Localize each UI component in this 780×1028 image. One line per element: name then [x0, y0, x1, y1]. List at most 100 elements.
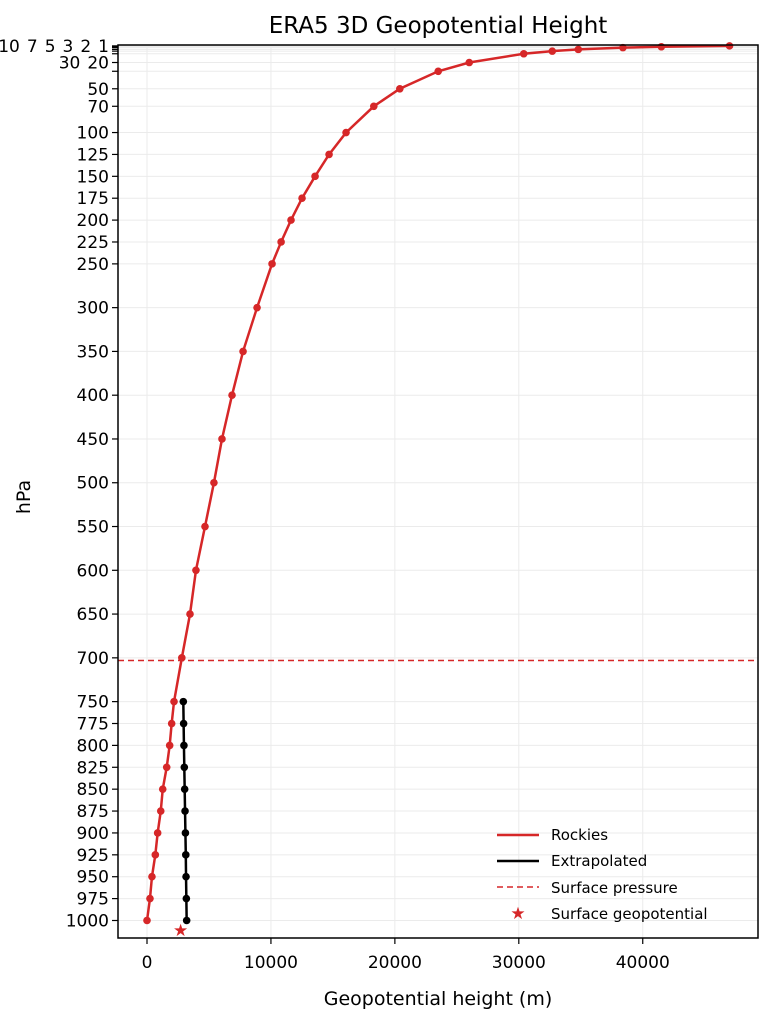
legend-label-extrapolated: Extrapolated: [551, 852, 647, 870]
data-point: [725, 42, 734, 50]
y-tick-label: 1000: [66, 911, 109, 931]
y-tick-label: 925: [77, 846, 109, 866]
data-point: [228, 391, 236, 399]
y-tick-label: 350: [77, 342, 109, 362]
data-point: [574, 45, 583, 54]
data-point: [253, 303, 261, 312]
y-tick-label: 850: [77, 780, 109, 800]
data-point: [342, 128, 350, 137]
data-point: [178, 654, 186, 662]
data-point: [170, 697, 178, 706]
grid: [118, 45, 758, 938]
y-tick-label: 150: [77, 167, 109, 187]
data-point: [180, 785, 189, 793]
y-tick-label: 900: [77, 824, 109, 844]
data-point: [519, 49, 528, 58]
y-tick-label: 175: [77, 189, 109, 209]
y-tick-label: 70: [87, 97, 109, 117]
y-tick-label: 450: [77, 430, 109, 450]
y-tick-label: 950: [77, 868, 109, 888]
data-point: [192, 566, 200, 575]
data-point: [210, 478, 218, 487]
y-axis-label: hPa: [13, 480, 35, 514]
y-tick-label: 2: [80, 37, 91, 57]
plot-area: ★: [118, 42, 758, 941]
data-point: [181, 807, 189, 815]
x-axis-label: Geopotential height (m): [324, 988, 553, 1010]
data-point: [151, 851, 160, 859]
y-tick-label: 825: [77, 758, 109, 778]
data-point: [146, 894, 154, 903]
y-tick-label: 800: [77, 736, 109, 756]
data-point: [158, 785, 167, 793]
data-point: [182, 894, 191, 903]
data-point: [182, 872, 190, 881]
y-tick-label: 225: [77, 233, 109, 253]
data-point: [434, 67, 443, 76]
data-point: [370, 102, 378, 111]
data-point: [180, 741, 188, 750]
y-tick-label: 10: [0, 37, 20, 57]
y-tick-label: 7: [27, 37, 38, 57]
data-point: [311, 172, 319, 181]
data-point: [179, 719, 188, 728]
legend-label-rockies: Rockies: [551, 826, 608, 844]
y-tick-label: 250: [77, 255, 109, 275]
y-tick-label: 550: [77, 518, 109, 538]
data-point: [148, 872, 156, 881]
x-axis-ticks: 0 10000 20000 30000 40000: [142, 938, 670, 973]
data-point: [287, 216, 295, 224]
y-tick-label: 1: [98, 37, 109, 57]
y-tick-label: 5: [45, 37, 56, 57]
data-point: [218, 435, 226, 443]
y-tick-label: 400: [77, 386, 109, 406]
x-tick-label: 20000: [368, 953, 422, 973]
legend: Rockies Extrapolated Surface pressure ★ …: [497, 826, 708, 924]
y-tick-label: 750: [77, 693, 109, 713]
y-tick-label: 500: [77, 474, 109, 494]
data-point: [465, 58, 474, 67]
y-tick-label: 975: [77, 890, 109, 910]
surface-geopotential-star: ★: [173, 921, 188, 941]
x-tick-label: 40000: [616, 953, 670, 973]
x-tick-label: 0: [142, 953, 153, 973]
data-point: [143, 916, 151, 925]
y-tick-label: 3: [63, 37, 74, 57]
y-tick-label: 700: [77, 649, 109, 669]
data-point: [182, 916, 191, 925]
data-point: [180, 763, 189, 772]
data-point: [201, 522, 209, 531]
data-point: [277, 238, 285, 246]
data-point: [179, 697, 188, 706]
data-point: [156, 807, 165, 815]
y-tick-label: 300: [77, 299, 109, 319]
data-point: [167, 719, 176, 728]
data-point: [165, 741, 174, 750]
data-point: [162, 763, 171, 772]
y-tick-label: 30: [59, 54, 81, 74]
y-tick-label: 50: [87, 80, 109, 100]
data-point: [268, 260, 276, 268]
legend-label-surface-pressure: Surface pressure: [551, 879, 678, 897]
chart-title: ERA5 3D Geopotential Height: [269, 13, 608, 39]
y-tick-label: 200: [77, 211, 109, 231]
x-tick-label: 30000: [492, 953, 546, 973]
data-point: [153, 829, 162, 837]
data-point: [181, 851, 190, 859]
axes-frame: [117, 44, 759, 939]
x-tick-label: 10000: [244, 953, 298, 973]
data-point: [181, 829, 190, 837]
data-point: [325, 150, 333, 159]
data-point: [298, 194, 306, 203]
data-point: [548, 47, 557, 55]
data-point: [186, 610, 194, 618]
y-tick-label: 20: [87, 54, 109, 74]
y-tick-label: 775: [77, 715, 109, 735]
data-point: [239, 347, 247, 356]
legend-label-surface-geopotential: Surface geopotential: [551, 905, 708, 923]
legend-star-icon: ★: [510, 904, 525, 924]
data-point: [657, 42, 666, 51]
y-tick-label: 650: [77, 605, 109, 625]
